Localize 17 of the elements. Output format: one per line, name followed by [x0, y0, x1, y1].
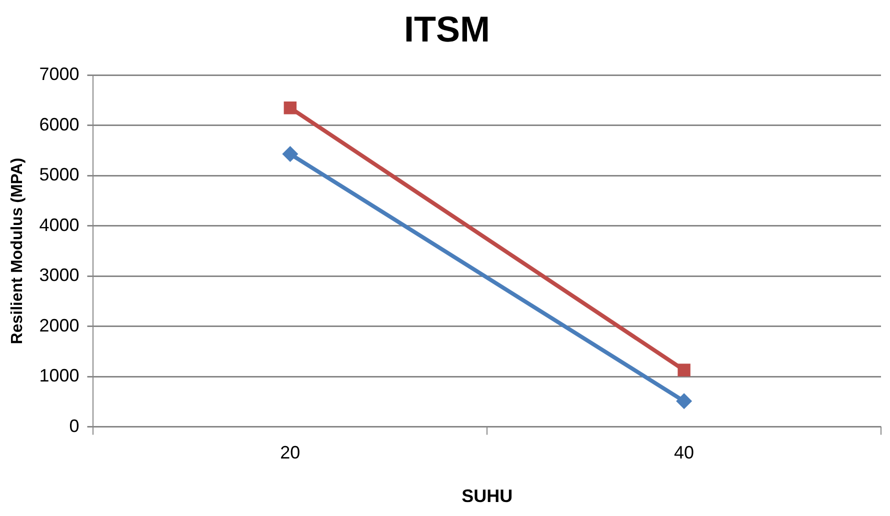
y-tick-label: 5000 — [39, 164, 80, 185]
x-tick-label: 40 — [674, 442, 694, 463]
y-tick-label: 2000 — [39, 315, 80, 336]
y-axis-title: Resilient Modulus (MPA) — [9, 158, 26, 344]
y-tick-label: 6000 — [39, 114, 80, 134]
x-axis-title: SUHU — [462, 486, 513, 506]
x-tick-label: 20 — [280, 442, 300, 463]
y-tick-label: 0 — [69, 416, 80, 436]
y-tick-label: 3000 — [39, 265, 80, 286]
point — [676, 393, 692, 410]
point — [678, 364, 690, 376]
y-tick-label: 4000 — [39, 214, 80, 235]
point — [284, 101, 297, 114]
y-tick-label: 1000 — [39, 366, 80, 386]
chart-title: ITSM — [404, 8, 490, 50]
y-tick-label: 7000 — [39, 64, 80, 84]
point — [282, 146, 298, 162]
